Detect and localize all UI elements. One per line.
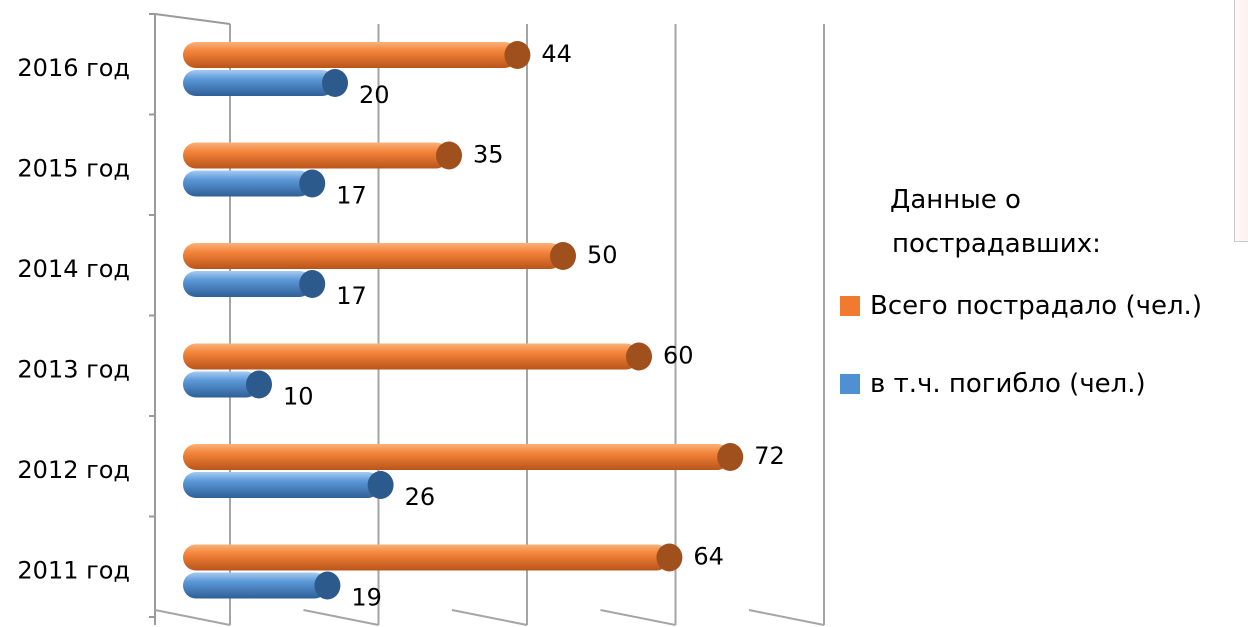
value-label-killed: 20 xyxy=(359,81,390,109)
bar-cap xyxy=(246,370,272,399)
bar-total xyxy=(183,444,731,470)
legend-label-total: Всего пострадало (чел.) xyxy=(870,291,1202,321)
bar-killed xyxy=(183,371,259,398)
bar-killed xyxy=(183,572,328,599)
bar-cap xyxy=(299,270,326,298)
bar-cap xyxy=(322,69,348,97)
value-label-total: 60 xyxy=(663,342,694,370)
value-label-killed: 17 xyxy=(336,282,367,310)
legend-label-killed: в т.ч. погибло (чел.) xyxy=(870,369,1146,399)
gridlines xyxy=(149,13,825,626)
bar-cap xyxy=(299,169,326,198)
legend-item-killed: в т.ч. погибло (чел.) xyxy=(840,364,1202,404)
legend-title-line-1: Данные о xyxy=(890,185,1021,215)
value-label-total: 50 xyxy=(587,241,618,269)
bar-cap xyxy=(717,443,744,471)
legend-item-total: Всего пострадало (чел.) xyxy=(840,286,1202,326)
value-label-killed: 26 xyxy=(405,483,436,511)
bar-total xyxy=(183,544,670,571)
bar-cap xyxy=(314,571,341,600)
bar-cap xyxy=(626,342,652,371)
category-label: 2015 год xyxy=(17,155,130,183)
bar-killed xyxy=(183,472,381,498)
value-label-killed: 17 xyxy=(336,182,367,210)
category-label: 2014 год xyxy=(17,255,130,283)
bar-total xyxy=(183,343,639,370)
bar-cap xyxy=(367,471,394,499)
category-label: 2012 год xyxy=(17,456,130,484)
bar-killed xyxy=(183,170,313,197)
bar-total xyxy=(183,42,518,68)
bar-cap xyxy=(550,242,576,270)
category-label: 2011 год xyxy=(17,557,130,585)
legend-title: Данные о пострадавших: xyxy=(890,178,1150,266)
legend: Всего пострадало (чел.) в т.ч. погибло (… xyxy=(840,286,1202,442)
top-edge xyxy=(154,13,231,25)
floor-gridline xyxy=(600,609,676,626)
category-label: 2013 год xyxy=(17,356,130,384)
legend-title-line-2: пострадавших: xyxy=(892,229,1101,259)
legend-swatch-killed xyxy=(840,374,860,394)
bar-total xyxy=(183,142,449,169)
value-label-killed: 10 xyxy=(283,383,314,411)
floor-gridline xyxy=(451,609,528,626)
bar-cap xyxy=(656,543,683,572)
value-label-total: 35 xyxy=(473,141,504,169)
decorative-box xyxy=(1234,0,1248,242)
category-label: 2016 год xyxy=(17,54,130,82)
value-label-total: 72 xyxy=(754,442,785,470)
floor-gridline xyxy=(154,609,231,626)
value-label-total: 44 xyxy=(541,40,572,68)
floor-gridline xyxy=(748,609,825,626)
value-label-killed: 19 xyxy=(351,584,382,612)
bar-killed xyxy=(183,271,313,297)
bar-total xyxy=(183,243,563,269)
bar-cap xyxy=(504,41,531,69)
labels: 2016 год 44 20 2015 год 35 17 2014 год 50 17 2013… xyxy=(17,40,784,612)
bar-cap xyxy=(436,141,462,170)
bars xyxy=(183,41,744,600)
bar-killed xyxy=(183,70,335,96)
floor-gridline xyxy=(303,609,379,626)
value-label-total: 64 xyxy=(693,543,724,571)
legend-swatch-total xyxy=(840,296,860,316)
